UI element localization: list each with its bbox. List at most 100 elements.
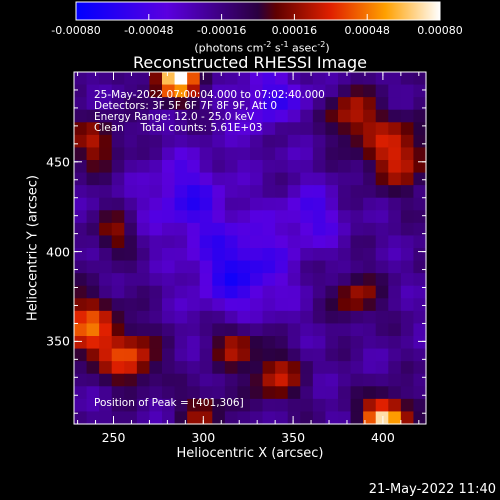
heatmap-cell: [363, 386, 377, 400]
heatmap-cell: [338, 285, 352, 299]
heatmap-cell: [86, 398, 100, 413]
heatmap-cell: [275, 285, 289, 299]
heatmap-cell: [99, 273, 113, 287]
heatmap-cell: [375, 134, 389, 149]
heatmap-cell: [338, 298, 352, 312]
heatmap-cell: [275, 122, 289, 136]
heatmap-cell: [388, 122, 402, 136]
heatmap-cell: [174, 336, 188, 350]
heatmap-cell: [74, 160, 88, 174]
colorbar-unit: (photons cm-2 s-1 asec-2): [194, 40, 330, 55]
heatmap-cell: [174, 172, 188, 186]
heatmap-cell: [99, 336, 113, 350]
heatmap-cell: [136, 273, 151, 287]
heatmap-cell: [388, 323, 402, 337]
heatmap-cell: [338, 348, 352, 362]
colorbar-tick-label: -0.00048: [124, 24, 174, 37]
heatmap-cell: [413, 160, 427, 174]
heatmap-cell: [237, 84, 251, 98]
heatmap-cell: [111, 298, 125, 312]
heatmap-cell: [262, 97, 276, 111]
heatmap-cell: [262, 310, 276, 325]
heatmap-cell: [350, 336, 364, 350]
heatmap-cell: [287, 298, 301, 312]
y-tick-label: 400: [46, 244, 70, 260]
heatmap-cell: [388, 235, 402, 249]
heatmap-cell: [275, 273, 289, 287]
heatmap-cell: [413, 97, 427, 111]
energy-range-text: Energy Range: 12.0 - 25.0 keV: [94, 111, 255, 123]
heatmap-cell: [136, 97, 151, 111]
heatmap-cell: [111, 273, 125, 287]
heatmap-cell: [224, 411, 239, 425]
heatmap-cell: [86, 248, 100, 262]
heatmap-cell: [187, 273, 201, 287]
heatmap-cell: [99, 222, 113, 237]
heatmap-cell: [388, 172, 402, 186]
heatmap-cell: [400, 72, 415, 86]
heatmap-cell: [312, 310, 327, 325]
heatmap-cell: [250, 273, 264, 287]
heatmap-cell: [400, 348, 415, 362]
heatmap-cell: [275, 109, 289, 123]
heatmap-cell: [300, 160, 314, 174]
peak-position-text: Position of Peak = [401,306]: [94, 397, 244, 409]
heatmap-cell: [375, 97, 389, 111]
heatmap-cell: [111, 172, 125, 186]
heatmap-cell: [86, 273, 100, 287]
heatmap-cell: [212, 373, 226, 387]
heatmap-cell: [287, 172, 301, 186]
heatmap-cell: [262, 222, 276, 237]
heatmap-cell: [174, 235, 188, 249]
heatmap-cell: [224, 210, 239, 224]
heatmap-cell: [350, 298, 364, 312]
heatmap-cell: [400, 172, 415, 186]
heatmap-cell: [99, 373, 113, 387]
heatmap-cell: [99, 310, 113, 325]
heatmap-cell: [74, 134, 88, 149]
heatmap-cell: [250, 122, 264, 136]
heatmap-cell: [338, 97, 352, 111]
heatmap-cell: [149, 398, 163, 413]
heatmap-cell: [237, 411, 251, 425]
heatmap-cell: [338, 72, 352, 86]
heatmap-cell: [111, 336, 125, 350]
heatmap-cell: [174, 109, 188, 123]
heatmap-cell: [187, 411, 201, 425]
heatmap-cell: [224, 197, 239, 211]
heatmap-cell: [388, 361, 402, 375]
heatmap-cell: [300, 72, 314, 86]
heatmap-cell: [338, 411, 352, 425]
heatmap-cell: [325, 398, 339, 413]
heatmap-cell: [187, 172, 201, 186]
heatmap-cell: [224, 323, 239, 337]
heatmap-cell: [325, 109, 339, 123]
heatmap-cell: [338, 235, 352, 249]
heatmap-cell: [136, 248, 151, 262]
heatmap-cell: [413, 411, 427, 425]
heatmap-cell: [250, 160, 264, 174]
heatmap-cell: [124, 310, 138, 325]
heatmap-cell: [363, 373, 377, 387]
heatmap-cell: [400, 235, 415, 249]
heatmap-cell: [262, 84, 276, 98]
heatmap-cell: [400, 273, 415, 287]
heatmap-cell: [111, 235, 125, 249]
heatmap-cell: [111, 109, 125, 123]
heatmap-cell: [300, 260, 314, 274]
heatmap-cell: [124, 361, 138, 375]
heatmap-cell: [74, 260, 88, 274]
heatmap-cell: [312, 323, 327, 337]
heatmap-cell: [237, 172, 251, 186]
heatmap-cell: [350, 185, 364, 199]
heatmap-cell: [275, 348, 289, 362]
heatmap-cell: [237, 248, 251, 262]
heatmap-cell: [136, 210, 151, 224]
heatmap-cell: [86, 185, 100, 199]
heatmap-cell: [312, 72, 327, 86]
heatmap-cell: [187, 235, 201, 249]
heatmap-cell: [99, 348, 113, 362]
heatmap-cell: [174, 373, 188, 387]
heatmap-cell: [86, 134, 100, 149]
heatmap-cell: [124, 298, 138, 312]
